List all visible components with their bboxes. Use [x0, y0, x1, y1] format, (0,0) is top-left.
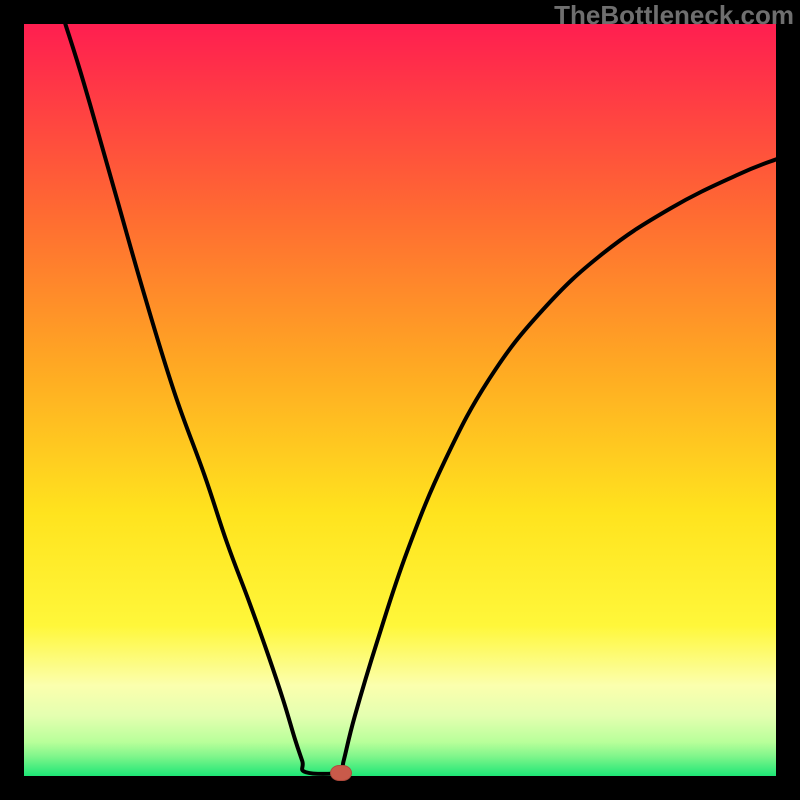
chart-stage: TheBottleneck.com	[0, 0, 800, 800]
chart-background-gradient	[0, 0, 800, 800]
